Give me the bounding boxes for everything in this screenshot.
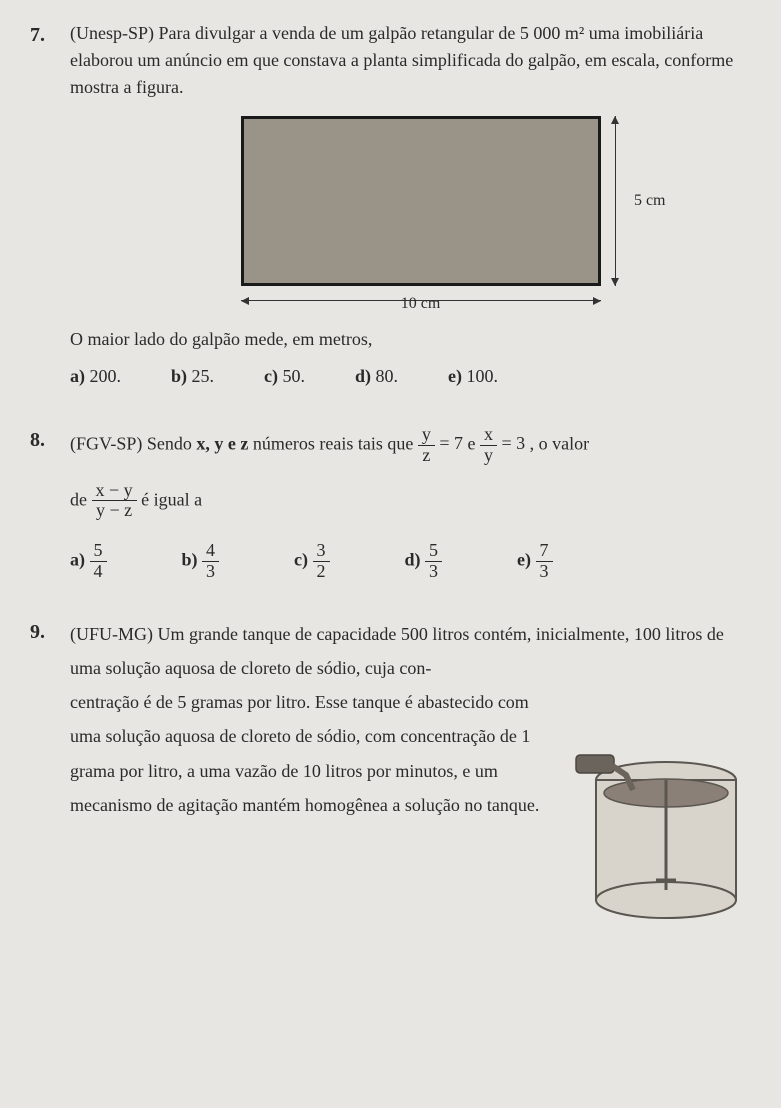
question-source: (UFU-MG): [70, 624, 153, 644]
question-number: 9.: [30, 617, 55, 647]
denominator: 4: [90, 562, 107, 582]
dimension-line-right: [615, 116, 616, 286]
option-label: c): [294, 550, 312, 570]
fraction: xy: [480, 425, 497, 466]
question-text: (FGV-SP) Sendo x, y e z números reais ta…: [70, 425, 751, 521]
question-body: Um grande tanque de capacidade 500 litro…: [70, 624, 724, 678]
q9-wrap-row: centração é de 5 gramas por litro. Esse …: [70, 685, 751, 925]
option-value: 200.: [90, 366, 122, 386]
dash-mark: [241, 144, 244, 174]
option-value: 25.: [192, 366, 215, 386]
question-source: (FGV-SP): [70, 433, 142, 453]
numerator: 3: [313, 541, 330, 562]
text-segment: é igual a: [141, 489, 202, 509]
q9-wrap-text: centração é de 5 gramas por litro. Esse …: [70, 685, 556, 822]
numerator: 5: [425, 541, 442, 562]
width-label: 10 cm: [241, 292, 601, 316]
tank-svg: [571, 725, 751, 925]
option-label: d): [405, 550, 426, 570]
option-a: a) 54: [70, 541, 107, 582]
options-row: a) 54 b) 43 c) 32 d) 53 e) 73: [70, 541, 751, 582]
denominator: z: [418, 446, 435, 466]
option-e: e) 100.: [448, 363, 498, 390]
denominator: y − z: [92, 501, 137, 521]
question-text: (Unesp-SP) Para divulgar a venda de um g…: [70, 20, 751, 101]
option-a: a) 200.: [70, 363, 121, 390]
text-segment: Sendo: [147, 433, 197, 453]
conjunction: e: [467, 433, 480, 453]
numerator: 5: [90, 541, 107, 562]
option-b: b) 25.: [171, 363, 214, 390]
equals-value: = 3: [497, 433, 525, 453]
numerator: y: [418, 425, 435, 446]
numerator: x − y: [92, 481, 137, 502]
numerator: 7: [536, 541, 553, 562]
option-label: a): [70, 550, 90, 570]
equation-1: yz = 7: [418, 433, 468, 453]
option-label: c): [264, 366, 282, 386]
fraction: 32: [313, 541, 330, 582]
text-segment: , o valor: [530, 433, 589, 453]
rectangle-box: [241, 116, 601, 286]
options-row: a) 200. b) 25. c) 50. d) 80. e) 100.: [70, 363, 751, 390]
question-source: (Unesp-SP): [70, 23, 154, 43]
question-header: 8. (FGV-SP) Sendo x, y e z números reais…: [30, 425, 751, 521]
question-number: 7.: [30, 20, 55, 50]
dash-mark: [394, 116, 434, 119]
option-label: e): [448, 366, 466, 386]
denominator: 3: [202, 562, 219, 582]
question-9: 9. (UFU-MG) Um grande tanque de capacida…: [30, 617, 751, 925]
option-label: a): [70, 366, 90, 386]
question-7: 7. (Unesp-SP) Para divulgar a venda de u…: [30, 20, 751, 390]
question-header: 9. (UFU-MG) Um grande tanque de capacida…: [30, 617, 751, 925]
option-c: c) 50.: [264, 363, 305, 390]
denominator: 2: [313, 562, 330, 582]
denominator: 3: [425, 562, 442, 582]
text-segment: números reais tais que: [248, 433, 417, 453]
option-label: b): [182, 550, 203, 570]
option-c: c) 32: [294, 541, 329, 582]
option-e: e) 73: [517, 541, 552, 582]
dash-mark: [314, 116, 354, 119]
fraction: 54: [90, 541, 107, 582]
equation-2: xy = 3: [480, 433, 530, 453]
tank-figure: [571, 725, 751, 925]
question-header: 7. (Unesp-SP) Para divulgar a venda de u…: [30, 20, 751, 101]
fraction: x − yy − z: [92, 481, 137, 522]
figure-container: 10 cm 5 cm: [30, 116, 751, 286]
numerator: 4: [202, 541, 219, 562]
fraction: 43: [202, 541, 219, 582]
option-b: b) 43: [182, 541, 220, 582]
option-label: d): [355, 366, 376, 386]
question-8: 8. (FGV-SP) Sendo x, y e z números reais…: [30, 425, 751, 582]
variables: x, y e z: [196, 433, 248, 453]
fraction: 73: [536, 541, 553, 582]
fraction: 53: [425, 541, 442, 582]
numerator: x: [480, 425, 497, 446]
option-d: d) 80.: [355, 363, 398, 390]
dash-mark: [474, 116, 514, 119]
question-number: 8.: [30, 425, 55, 455]
denominator: 3: [536, 562, 553, 582]
option-value: 100.: [467, 366, 499, 386]
option-value: 80.: [376, 366, 399, 386]
denominator: y: [480, 446, 497, 466]
equals-value: = 7: [435, 433, 463, 453]
question-body: Para divulgar a venda de um galpão retan…: [70, 23, 733, 97]
fraction: yz: [418, 425, 435, 466]
question-prompt: O maior lado do galpão mede, em metros,: [70, 326, 751, 353]
option-value: 50.: [283, 366, 306, 386]
dash-mark: [598, 144, 601, 174]
rectangle-figure: 10 cm 5 cm: [241, 116, 601, 286]
option-label: e): [517, 550, 535, 570]
question-text: (UFU-MG) Um grande tanque de capacidade …: [70, 617, 751, 925]
inlet-pipe: [576, 755, 614, 773]
height-label: 5 cm: [634, 189, 666, 213]
expression-line: de x − yy − z é igual a: [70, 481, 751, 522]
option-label: b): [171, 366, 192, 386]
text-segment: de: [70, 489, 92, 509]
option-d: d) 53: [405, 541, 443, 582]
